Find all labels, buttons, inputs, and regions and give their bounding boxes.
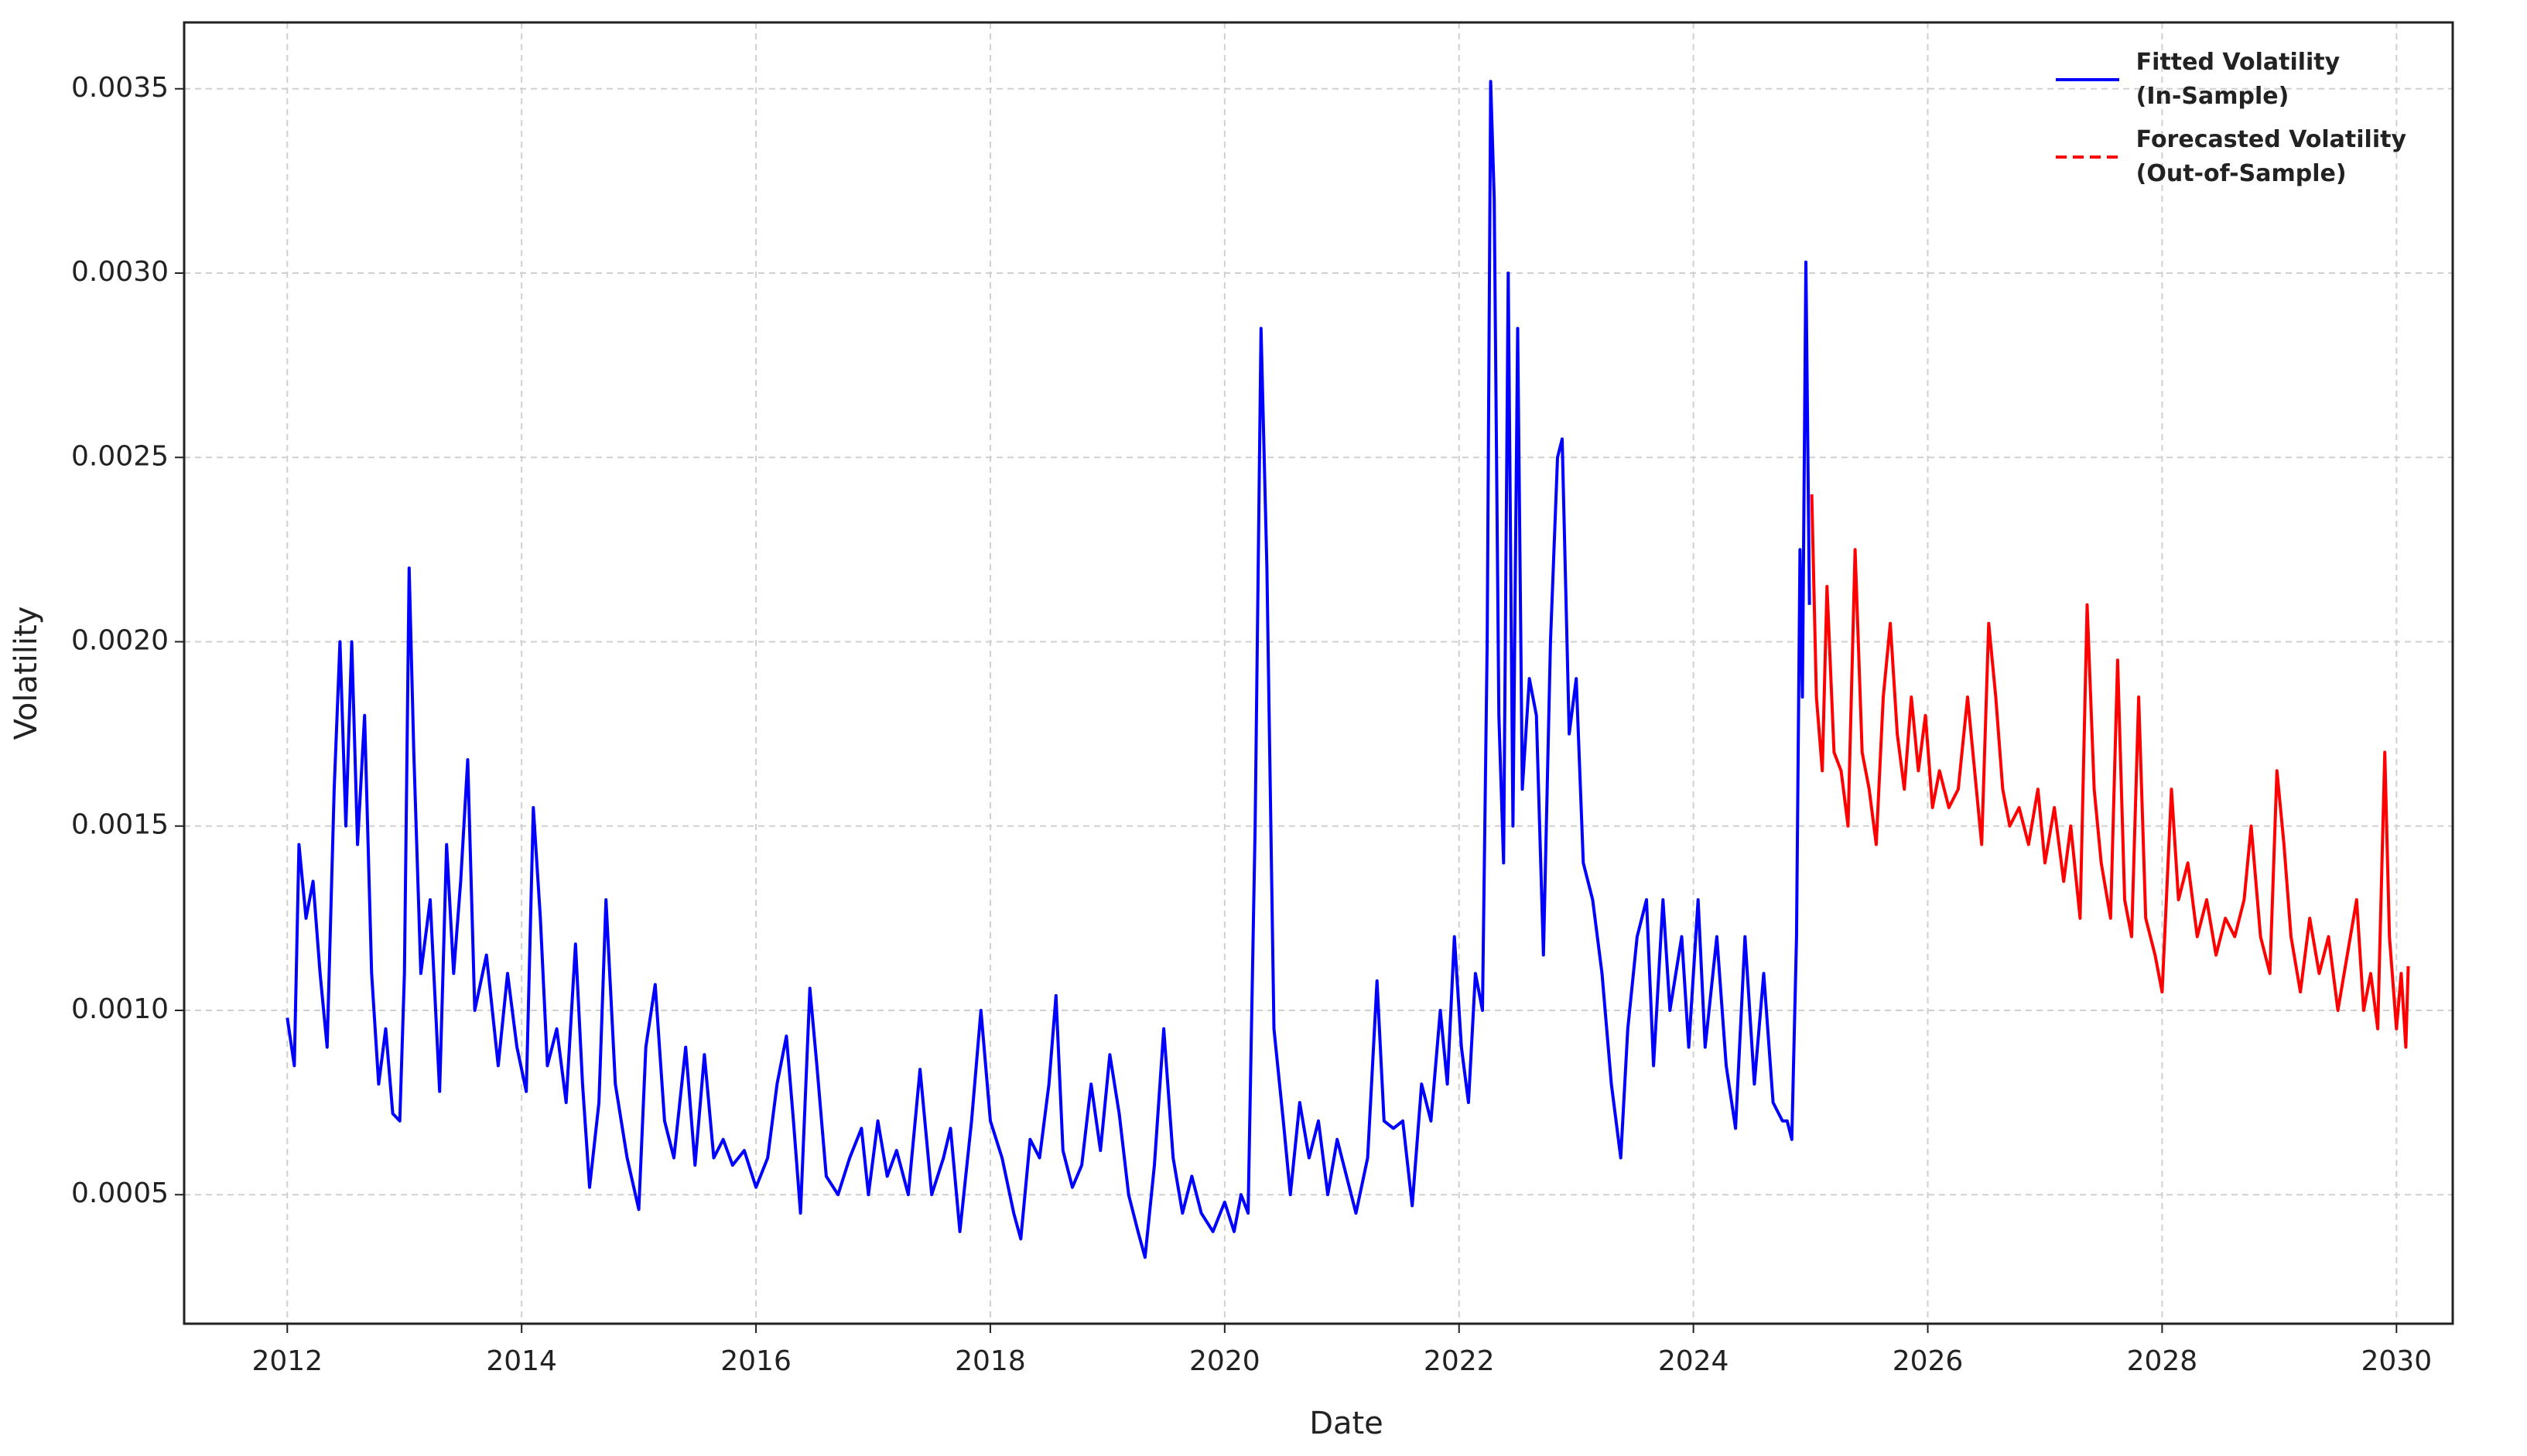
y-axis-label: Volatility xyxy=(9,607,44,740)
y-tick-label: 0.0010 xyxy=(71,993,169,1025)
x-axis-label: Date xyxy=(1309,1406,1383,1441)
x-tick-label: 2022 xyxy=(1424,1345,1495,1377)
x-tick-label: 2018 xyxy=(955,1345,1026,1377)
legend-swatch xyxy=(2055,78,2119,81)
y-tick-label: 0.0030 xyxy=(71,256,169,288)
legend: Fitted Volatility (In-Sample) Forecasted … xyxy=(2053,46,2406,200)
x-tick-label: 2014 xyxy=(486,1345,557,1377)
y-tick-label: 0.0035 xyxy=(71,72,169,104)
y-tick-label: 0.0005 xyxy=(71,1177,169,1209)
x-tick-label: 2030 xyxy=(2361,1345,2432,1377)
legend-entry: Forecasted Volatility (Out-of-Sample) xyxy=(2053,123,2406,191)
legend-label: Forecasted Volatility (Out-of-Sample) xyxy=(2135,126,2406,187)
plot-frame xyxy=(183,21,2454,1325)
x-tick-label: 2020 xyxy=(1189,1345,1260,1377)
x-tick-label: 2012 xyxy=(251,1345,323,1377)
y-tick-label: 0.0015 xyxy=(71,809,169,841)
legend-label: Fitted Volatility (In-Sample) xyxy=(2135,49,2341,110)
series-line xyxy=(286,80,1811,1259)
x-tick-label: 2024 xyxy=(1658,1345,1729,1377)
legend-entry: Fitted Volatility (In-Sample) xyxy=(2053,46,2406,114)
x-tick-label: 2028 xyxy=(2127,1345,2198,1377)
series-line xyxy=(1810,494,2410,1049)
legend-swatch xyxy=(2055,156,2119,159)
y-tick-label: 0.0020 xyxy=(71,624,169,656)
x-tick-label: 2026 xyxy=(1893,1345,1964,1377)
x-tick-label: 2016 xyxy=(720,1345,792,1377)
y-tick-label: 0.0025 xyxy=(71,440,169,472)
